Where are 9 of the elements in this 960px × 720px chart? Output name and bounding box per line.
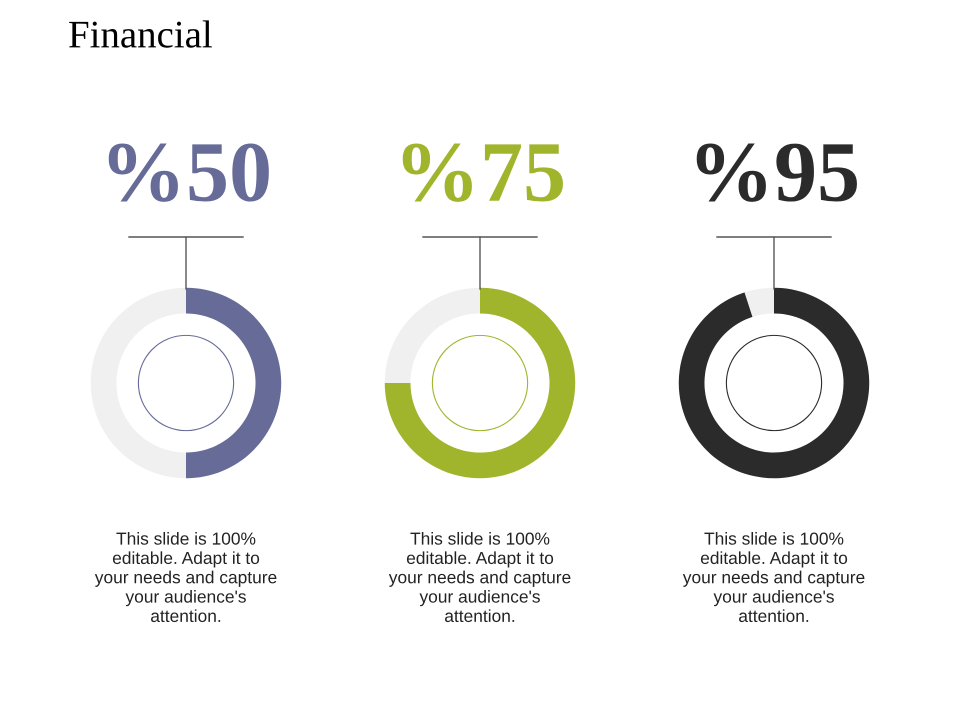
text: This slide is 100% editable. Adapt it to your needs and capture your audience's attention. (94, 532, 276, 622)
text: Financial (69, 20, 212, 48)
text: This slide is 100% editable. Adapt it to your needs and capture your audience's attention. (388, 532, 570, 622)
text: This slide is 100% editable. Adapt it to your needs and capture your audience's attention. (682, 532, 864, 622)
donut-slice (384, 288, 480, 383)
chart-title: %75 (402, 143, 563, 202)
chart-title: %95 (696, 143, 857, 202)
chart-title: %50 (108, 143, 269, 202)
donut-slice (744, 288, 774, 317)
